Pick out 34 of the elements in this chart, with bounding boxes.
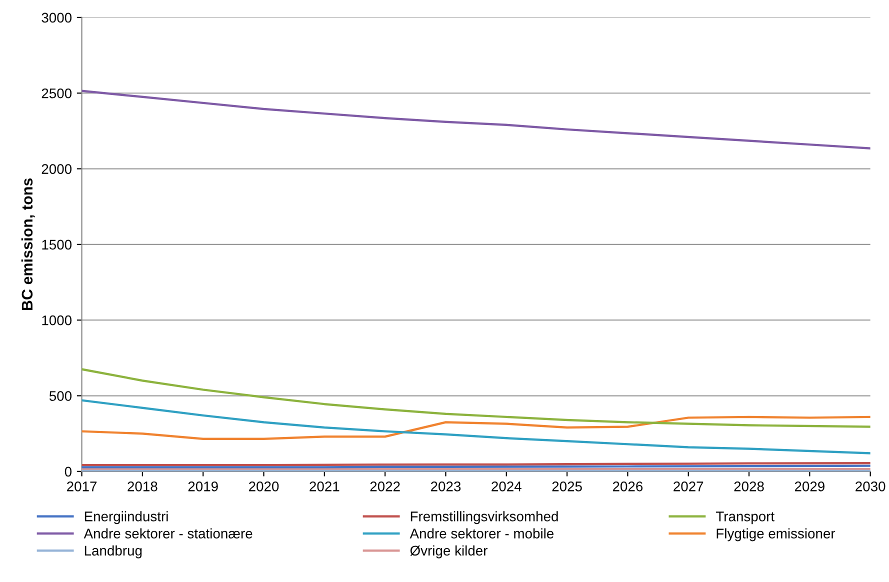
x-tick-label: 2029 [794, 482, 824, 492]
x-tick-label: 2019 [188, 482, 218, 492]
legend-label: Transport [716, 512, 774, 524]
y-tick-label: 1000 [42, 315, 72, 326]
legend-label: Landbrug [84, 545, 142, 558]
y-tick-label: 2500 [42, 88, 72, 98]
x-tick-label: 2027 [674, 482, 704, 492]
x-tick-label: 2021 [310, 482, 340, 492]
x-tick-label: 2023 [430, 482, 461, 492]
y-tick-label: 1500 [42, 240, 72, 250]
legend-label: Flygtige emissioner [716, 528, 836, 542]
legend-label: Øvrige kilder [410, 545, 488, 558]
y-tick-label: 3000 [42, 12, 72, 23]
legend-label: Andre sektorer - mobile [410, 528, 554, 538]
y-tick-label: 0 [64, 466, 72, 477]
line-series [82, 399, 870, 454]
x-tick-label: 2025 [552, 482, 582, 492]
x-tick-label: 2017 [67, 482, 97, 492]
y-axis-title: BC emission, tons [21, 178, 35, 310]
x-tick-label: 2028 [734, 482, 764, 492]
x-tick-label: 2024 [492, 482, 522, 492]
line-series [82, 368, 870, 428]
legend-label: Fremstillingsvirksomhed [410, 511, 558, 524]
line-series [82, 90, 870, 150]
x-tick-label: 2020 [249, 482, 279, 492]
x-tick-label: 2022 [370, 482, 400, 492]
x-tick-label: 2018 [128, 482, 158, 492]
y-tick-label: 500 [49, 391, 72, 401]
legend-label: Andre sektorer - stationære [84, 528, 252, 538]
x-tick-label: 2026 [612, 482, 643, 492]
y-tick-label: 2000 [42, 164, 72, 174]
x-tick-label: 2030 [856, 482, 886, 492]
legend-label: Energiindustri [84, 511, 168, 524]
line-series [82, 416, 870, 440]
